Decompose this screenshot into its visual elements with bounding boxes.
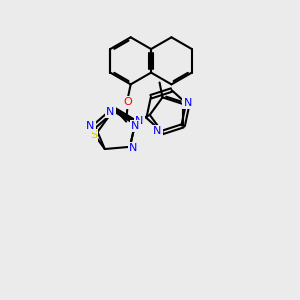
Text: N: N bbox=[131, 121, 140, 131]
Text: S: S bbox=[90, 130, 97, 140]
Text: N: N bbox=[135, 116, 143, 126]
Text: N: N bbox=[86, 121, 95, 131]
Text: N: N bbox=[106, 107, 115, 117]
Text: N: N bbox=[183, 98, 192, 108]
Text: N: N bbox=[129, 143, 138, 153]
Text: N: N bbox=[153, 126, 161, 136]
Text: O: O bbox=[123, 97, 132, 107]
